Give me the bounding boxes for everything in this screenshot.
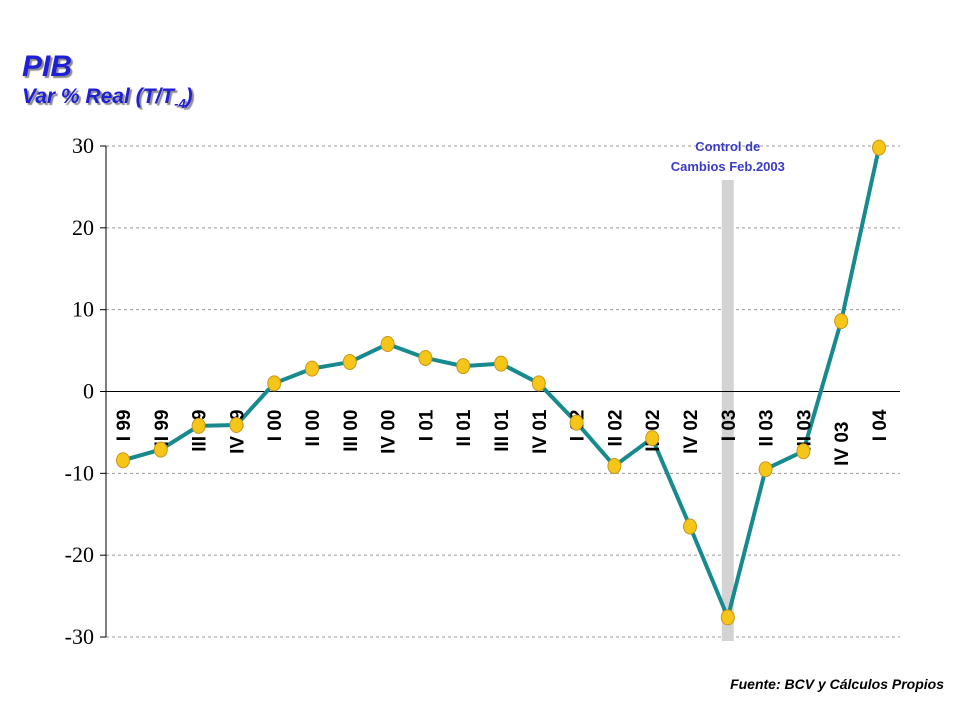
y-tick-label: -30 <box>65 624 94 649</box>
data-point <box>229 417 244 434</box>
x-tick-label: III 03 <box>794 410 815 452</box>
x-tick-label: IV 03 <box>832 422 853 466</box>
annotation-text: Control de <box>695 139 760 154</box>
event-band <box>721 180 734 641</box>
x-tick-label: III 00 <box>341 410 362 452</box>
y-tick-labels: -30 -20 -10 0 10 20 30 <box>65 133 94 649</box>
y-tick-label: 0 <box>83 379 94 404</box>
x-tick-label: II 99 <box>152 410 173 447</box>
x-tick-label: IV 02 <box>681 410 702 454</box>
source-note: Fuente: BCV y Cálculos Propios <box>730 676 944 692</box>
x-tick-label: I 03 <box>719 410 740 442</box>
data-point <box>305 360 319 377</box>
axes <box>100 145 900 638</box>
data-point <box>872 139 886 156</box>
data-point <box>191 417 206 434</box>
x-tick-label: II 01 <box>454 409 475 446</box>
y-tick-label: -10 <box>65 460 94 485</box>
data-point <box>153 441 168 458</box>
subtitle-main: Var % Real (T/T <box>22 85 175 108</box>
data-point <box>494 355 508 372</box>
y-tick-label: 10 <box>72 297 94 322</box>
annotation: Control de Cambios Feb.2003 <box>671 139 785 174</box>
data-point <box>645 430 660 447</box>
event-band-rect <box>721 180 734 641</box>
grid-lines <box>106 145 900 638</box>
data-point <box>834 313 849 330</box>
x-tick-label: I 04 <box>870 409 891 441</box>
x-tick-label: II 03 <box>757 410 778 447</box>
y-tick-label: 20 <box>72 215 94 240</box>
x-tick-label: II 02 <box>605 410 626 447</box>
data-point <box>607 457 622 474</box>
data-point <box>418 349 433 366</box>
x-tick-label: III 01 <box>492 409 513 452</box>
x-tick-label: I 99 <box>114 410 135 442</box>
data-point <box>342 354 357 371</box>
data-point <box>683 518 697 535</box>
title-block: PIB Var % Real (T/T-4) <box>22 50 193 117</box>
series-line-path <box>122 147 881 620</box>
subtitle-end: ) <box>185 85 193 108</box>
x-tick-label: IV 01 <box>530 409 551 454</box>
x-tick-label: I 00 <box>265 410 286 442</box>
data-point <box>569 414 584 431</box>
data-point <box>380 336 395 353</box>
data-point <box>267 375 282 392</box>
data-point <box>116 452 130 469</box>
subtitle-subscript: -4 <box>174 96 186 112</box>
series-line <box>122 147 881 620</box>
data-point <box>720 609 735 626</box>
x-tick-label: I 01 <box>416 409 437 441</box>
data-point <box>796 443 811 460</box>
chart-subtitle: Var % Real (T/T-4) <box>22 84 193 117</box>
y-tick-label: -20 <box>65 542 94 567</box>
data-point <box>758 461 773 478</box>
x-tick-label: II 00 <box>303 410 324 447</box>
y-tick-label: 30 <box>72 133 94 158</box>
data-point <box>531 375 546 392</box>
x-tick-label: IV 00 <box>379 410 400 454</box>
data-point <box>456 358 471 375</box>
data-points <box>116 139 886 626</box>
chart-title: PIB <box>22 50 73 83</box>
annotation-text: Cambios Feb.2003 <box>671 159 785 174</box>
